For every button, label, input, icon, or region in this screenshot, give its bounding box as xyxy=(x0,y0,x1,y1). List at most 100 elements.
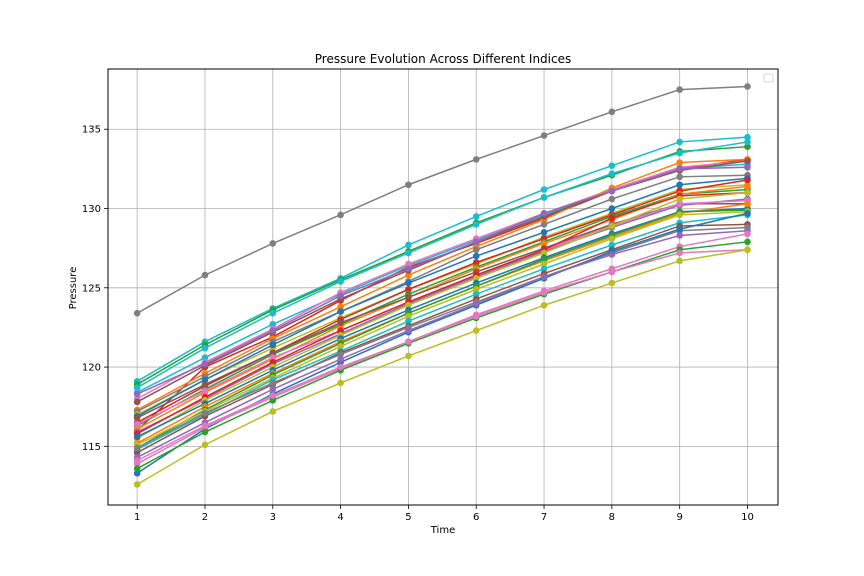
data-point xyxy=(608,108,616,116)
data-point xyxy=(608,170,616,177)
series-line xyxy=(136,191,748,435)
series-line xyxy=(136,226,748,449)
data-point xyxy=(540,249,548,257)
data-point xyxy=(337,343,344,350)
data-point xyxy=(269,240,277,247)
data-point xyxy=(472,327,480,334)
data-point xyxy=(269,341,277,349)
data-point xyxy=(337,292,344,300)
data-point xyxy=(405,249,412,257)
data-point xyxy=(608,241,616,249)
data-point xyxy=(405,352,412,360)
data-point xyxy=(337,355,344,363)
data-point xyxy=(133,420,141,428)
data-point xyxy=(337,278,344,285)
data-point xyxy=(405,279,412,287)
data-point xyxy=(676,232,683,239)
data-point xyxy=(269,349,277,357)
data-point xyxy=(608,251,616,258)
data-point xyxy=(201,376,209,384)
data-point xyxy=(405,181,412,189)
data-point xyxy=(405,260,412,268)
data-point xyxy=(472,238,480,246)
data-point xyxy=(405,313,412,320)
series-line xyxy=(136,188,748,427)
data-point xyxy=(133,398,141,406)
data-point xyxy=(608,222,616,230)
series-line xyxy=(136,241,748,470)
data-point xyxy=(540,132,548,139)
data-point xyxy=(472,213,480,220)
series-lines xyxy=(133,83,751,488)
series-line xyxy=(136,141,748,389)
x-tick-label: 8 xyxy=(609,512,615,523)
x-axis-label: Time xyxy=(430,525,455,536)
data-point xyxy=(201,428,209,436)
data-point xyxy=(405,286,412,293)
data-point xyxy=(201,354,209,361)
series-13 xyxy=(133,175,751,420)
x-tick-label: 9 xyxy=(676,512,682,523)
series-line xyxy=(136,209,748,449)
data-point xyxy=(676,225,683,233)
data-point xyxy=(676,257,683,265)
data-point xyxy=(676,173,683,181)
data-point xyxy=(744,238,751,246)
data-point xyxy=(337,351,344,358)
series-line xyxy=(136,177,748,417)
data-point xyxy=(405,265,412,273)
data-point xyxy=(676,211,683,219)
x-tick-label: 6 xyxy=(473,512,479,523)
data-point xyxy=(676,195,683,203)
data-point xyxy=(608,205,616,212)
data-point xyxy=(676,86,683,93)
data-point xyxy=(676,149,683,157)
data-point xyxy=(133,309,141,317)
data-point xyxy=(744,183,751,190)
x-axis-ticks: 1 2 3 4 5 6 7 8 9 10 xyxy=(134,505,754,523)
y-tick-label: 130 xyxy=(82,204,101,215)
data-point xyxy=(472,274,480,282)
series-line xyxy=(136,136,748,382)
data-point xyxy=(676,138,683,146)
data-point xyxy=(337,319,344,326)
data-point xyxy=(744,143,751,150)
data-point xyxy=(540,209,548,217)
data-point xyxy=(337,211,344,219)
data-point xyxy=(744,163,751,171)
data-point xyxy=(744,83,751,90)
series-line xyxy=(136,203,748,419)
series-line xyxy=(136,223,748,454)
series-33 xyxy=(133,246,751,464)
data-point xyxy=(540,229,548,236)
data-point xyxy=(133,384,141,391)
series-line xyxy=(136,85,748,314)
data-point xyxy=(540,289,548,296)
data-point xyxy=(540,186,548,193)
data-point xyxy=(337,327,344,334)
data-point xyxy=(608,214,616,222)
data-point xyxy=(608,268,616,276)
data-point xyxy=(540,255,548,263)
data-point xyxy=(676,159,683,166)
series-6 xyxy=(133,160,751,396)
data-point xyxy=(201,387,209,395)
data-point xyxy=(201,360,209,368)
series-10 xyxy=(133,163,751,398)
data-point xyxy=(133,390,141,398)
data-point xyxy=(337,379,344,387)
series-line xyxy=(136,166,748,395)
data-point xyxy=(133,444,141,452)
series-line xyxy=(136,249,748,486)
data-point xyxy=(405,271,412,279)
series-22 xyxy=(133,205,751,441)
data-point xyxy=(472,252,480,260)
series-line xyxy=(136,210,748,446)
data-point xyxy=(269,408,277,415)
series-line xyxy=(136,248,748,462)
data-point xyxy=(608,235,616,242)
data-point xyxy=(676,181,683,189)
data-point xyxy=(472,300,480,307)
data-point xyxy=(744,200,751,208)
